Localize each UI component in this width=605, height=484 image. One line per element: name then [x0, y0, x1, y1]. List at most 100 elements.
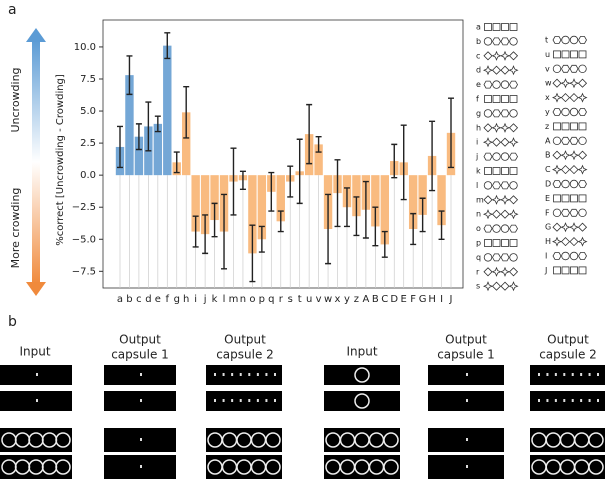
x-tick-label: w — [324, 294, 332, 305]
shape-icon — [560, 78, 571, 89]
error-bar — [126, 55, 133, 96]
error-bar — [164, 32, 171, 60]
bar — [163, 45, 172, 176]
x-tick-label: v — [316, 294, 322, 305]
x-tick-label: j — [203, 294, 207, 305]
shape-icon — [561, 50, 570, 59]
shape-icon — [551, 236, 563, 247]
error-bar — [325, 193, 332, 265]
thumbnail-dot — [140, 373, 142, 376]
error-bar — [381, 230, 388, 258]
x-tick-label: k — [212, 294, 218, 305]
image-thumbnail — [428, 428, 504, 452]
legend-letter: w — [545, 79, 552, 88]
shape-icon — [578, 266, 587, 275]
x-tick-label: y — [344, 294, 350, 305]
x-tick-label: G — [419, 294, 427, 305]
bar — [134, 136, 144, 176]
shape-icon — [561, 64, 570, 73]
thumbnail-dot — [140, 465, 142, 468]
shape-icon — [509, 109, 518, 118]
legend-letter: F — [545, 208, 550, 217]
shape-icon — [561, 35, 570, 45]
shape-icon — [500, 65, 510, 75]
image-thumbnail — [206, 455, 282, 479]
arrow-bottom-label: More crowding — [9, 188, 22, 269]
image-thumbnail — [530, 391, 605, 411]
shape-icon — [483, 123, 493, 133]
shape-icon — [491, 266, 502, 277]
thumbnail-dot — [36, 373, 38, 376]
legend-letter: g — [476, 109, 481, 118]
legend-letter: h — [476, 123, 481, 132]
thumbnail-dot — [563, 399, 566, 402]
shape-icon — [570, 266, 578, 275]
shape-icon — [500, 37, 510, 46]
error-bar — [221, 193, 228, 270]
shape-icon — [484, 167, 492, 175]
legend-letter: y — [545, 108, 550, 117]
shape-icon — [552, 64, 562, 73]
shape-icon — [499, 266, 511, 277]
thumbnail-dot — [466, 438, 468, 441]
shape-icon — [577, 222, 588, 232]
shape-icon — [482, 281, 494, 292]
shape-icon — [483, 109, 493, 118]
legend-letter: C — [545, 165, 551, 174]
x-tick-label: b — [126, 294, 132, 305]
shape-icon — [508, 281, 519, 292]
legend-letter: D — [545, 180, 551, 189]
shape-icon — [509, 224, 518, 233]
thumbnail-bg — [0, 428, 72, 452]
shape-icon — [569, 35, 579, 45]
shape-icon — [500, 181, 510, 190]
thumbnail-dot — [274, 399, 276, 402]
bar — [248, 175, 257, 254]
arrow-top-label: Uncrowding — [9, 67, 22, 132]
legend-letter: u — [545, 50, 550, 59]
shape-icon — [484, 23, 492, 31]
y-tick-label: 0.0 — [80, 170, 96, 181]
legend-letter: n — [476, 210, 481, 219]
shape-icon — [578, 180, 587, 188]
image-thumbnail — [0, 428, 72, 452]
legend-letter: t — [545, 36, 548, 45]
thumbnail-dot — [546, 399, 549, 402]
legend-letter: r — [476, 267, 480, 276]
x-tick-label: t — [298, 294, 302, 305]
image-thumbnail — [428, 365, 504, 385]
image-thumbnail — [0, 455, 72, 479]
shape-icon — [552, 78, 562, 88]
error-bar — [296, 138, 303, 205]
shape-icon — [508, 51, 519, 61]
legend-letter: J — [544, 266, 547, 275]
thumbnail-dot — [140, 399, 142, 402]
x-tick-label: p — [259, 294, 265, 305]
shape-icon — [577, 150, 588, 160]
shape-icon — [552, 136, 562, 145]
shape-icon — [483, 37, 493, 46]
column-header: capsule 2 — [216, 348, 274, 362]
thumbnail-dot — [554, 373, 557, 376]
error-bar — [145, 101, 152, 152]
bar — [276, 175, 285, 222]
shape-icon — [568, 222, 580, 233]
image-thumbnail — [206, 428, 282, 452]
bar — [125, 75, 134, 176]
y-tick-label: 2.5 — [80, 138, 96, 149]
shape-icon — [552, 208, 562, 217]
shape-icon — [569, 107, 579, 117]
thumbnail-dot — [274, 373, 276, 376]
error-bar — [353, 196, 360, 237]
shape-icon — [577, 164, 588, 175]
shape-icon — [509, 253, 518, 262]
shape-icon — [509, 95, 518, 103]
thumbnail-bg — [206, 391, 282, 411]
thumbnail-dot — [580, 399, 583, 402]
shape-icon — [508, 65, 519, 76]
error-bar — [419, 197, 426, 233]
error-bar — [277, 210, 284, 233]
shape-icon — [509, 167, 518, 175]
bar — [182, 112, 191, 176]
